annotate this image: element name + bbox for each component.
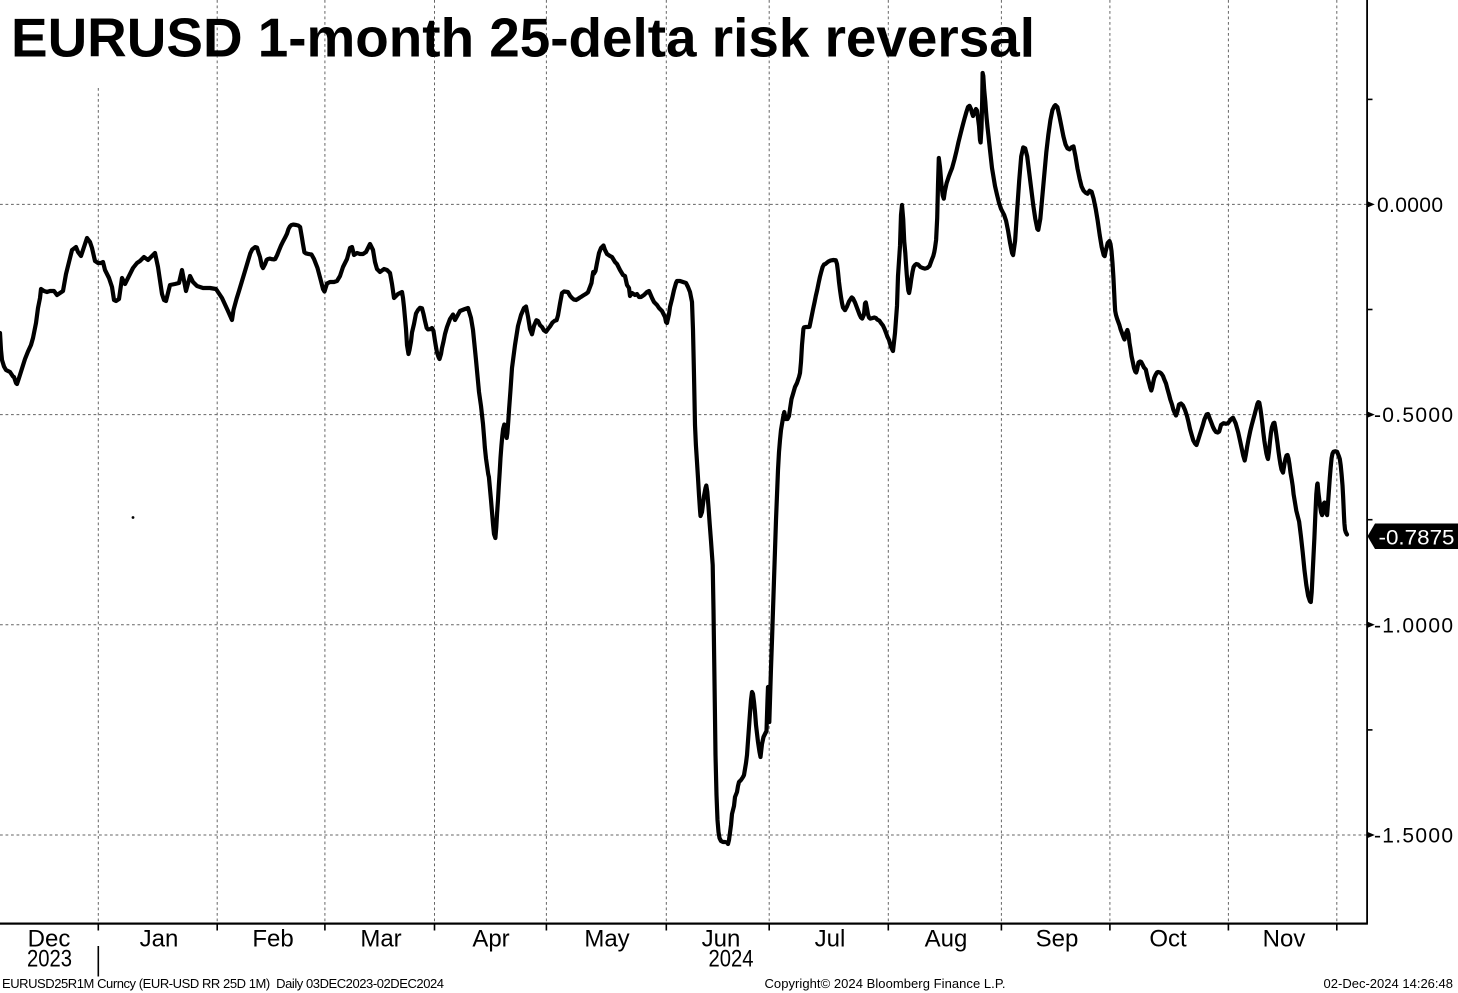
svg-text:0.0000: 0.0000 xyxy=(1377,194,1443,217)
svg-text:EURUSD25R1M Curncy (EUR-USD RR: EURUSD25R1M Curncy (EUR-USD RR 25D 1M) D… xyxy=(2,976,444,991)
svg-text:Jul: Jul xyxy=(815,926,846,953)
svg-text:Mar: Mar xyxy=(360,926,401,953)
svg-text:-1.5000: -1.5000 xyxy=(1374,825,1453,848)
svg-text:Apr: Apr xyxy=(472,926,509,953)
svg-text:Copyright© 2024 Bloomberg Fina: Copyright© 2024 Bloomberg Finance L.P. xyxy=(765,976,1006,991)
svg-text:2023: 2023 xyxy=(27,946,72,973)
svg-text:Oct: Oct xyxy=(1149,926,1187,953)
svg-text:Jan: Jan xyxy=(140,926,179,953)
svg-text:Feb: Feb xyxy=(252,926,293,953)
svg-text:2024: 2024 xyxy=(709,946,754,973)
svg-text:Jun: Jun xyxy=(702,926,741,953)
svg-text:Aug: Aug xyxy=(925,926,968,953)
svg-text:May: May xyxy=(584,926,629,953)
svg-text:-1.0000: -1.0000 xyxy=(1374,614,1453,637)
svg-text:Sep: Sep xyxy=(1036,926,1079,953)
svg-text:EURUSD 1-month 25-delta risk r: EURUSD 1-month 25-delta risk reversal xyxy=(11,7,1035,69)
svg-text:Dec: Dec xyxy=(28,926,71,953)
svg-text:Nov: Nov xyxy=(1263,926,1306,953)
svg-text:02-Dec-2024 14:26:48: 02-Dec-2024 14:26:48 xyxy=(1324,976,1454,991)
svg-text:-0.5000: -0.5000 xyxy=(1374,404,1453,427)
svg-text:-0.7875: -0.7875 xyxy=(1379,526,1455,549)
